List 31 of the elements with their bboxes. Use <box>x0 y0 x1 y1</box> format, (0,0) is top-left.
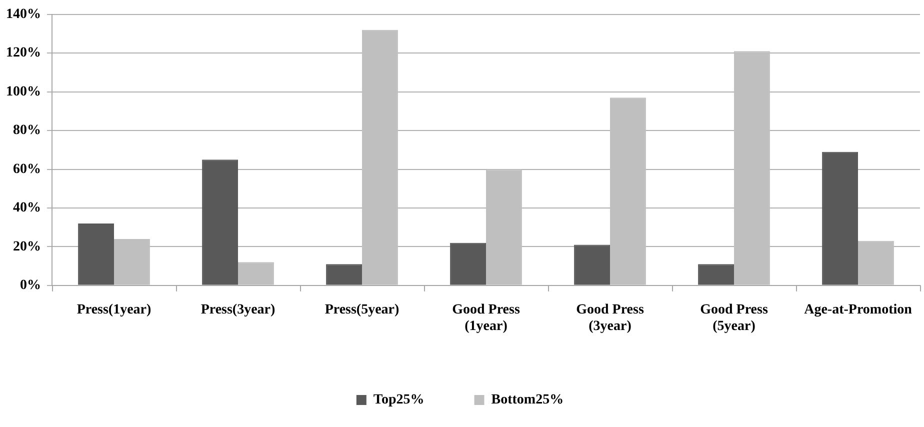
x-tick-label: Press(1year) <box>76 302 152 318</box>
legend-label: Top25% <box>373 392 424 408</box>
bar <box>574 244 610 285</box>
x-tick-label: Good Press (1year) <box>452 302 520 334</box>
bar <box>610 98 646 285</box>
bar <box>858 240 894 285</box>
y-tick-label: 20% <box>13 239 41 254</box>
bar <box>450 242 486 285</box>
y-tick-label: 140% <box>6 7 41 22</box>
bar <box>698 264 734 285</box>
y-tick-label: 60% <box>13 162 41 177</box>
x-tick-label: Good Press (3year) <box>576 302 644 334</box>
bar <box>238 262 274 285</box>
bar <box>362 30 398 285</box>
bar <box>114 238 150 285</box>
x-tick-label: Age-at-Promotion <box>804 302 912 318</box>
x-tick-label: Press(3year) <box>200 302 276 318</box>
y-tick-label: 80% <box>13 123 41 138</box>
bar <box>822 152 858 285</box>
x-tick-label: Good Press (5year) <box>700 302 768 334</box>
bar <box>734 51 770 285</box>
y-tick-label: 120% <box>6 46 41 61</box>
y-tick-label: 100% <box>6 84 41 100</box>
bar <box>202 160 238 285</box>
bar <box>78 223 114 285</box>
y-tick-label: 40% <box>13 200 41 216</box>
bar <box>486 169 522 285</box>
bar <box>326 264 362 285</box>
y-tick-label: 0% <box>20 278 41 294</box>
legend-label: Bottom25% <box>491 392 564 408</box>
x-tick-label: Press(5year) <box>324 302 400 318</box>
